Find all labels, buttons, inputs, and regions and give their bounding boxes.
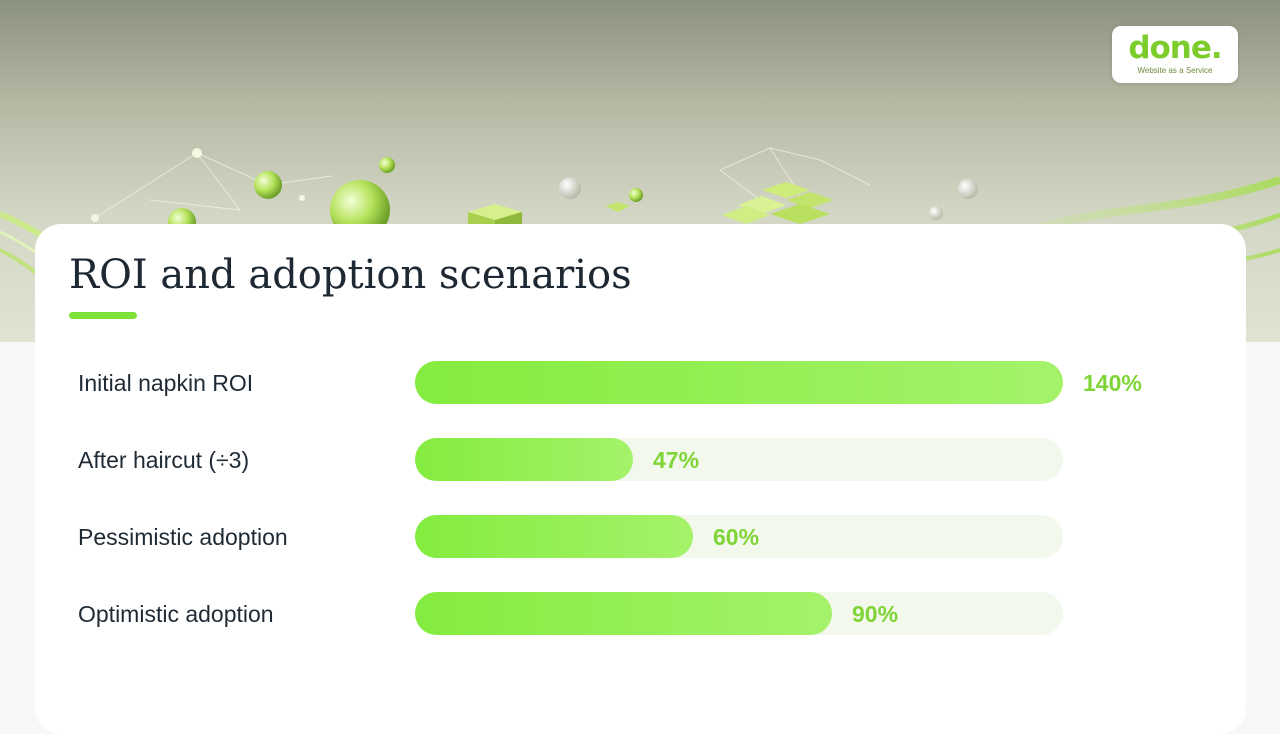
bar-track — [415, 438, 1063, 481]
bar — [415, 515, 693, 558]
bar-track — [415, 592, 1063, 635]
logo-tagline: Website as a Service — [1137, 66, 1213, 75]
brand-logo: done. Website as a Service — [1112, 26, 1238, 83]
cubes — [468, 182, 834, 230]
bar-value-label: 47% — [653, 446, 700, 473]
bar-value-label: 60% — [713, 523, 760, 550]
bar-label: Optimistic adoption — [78, 600, 274, 627]
bar-label: Initial napkin ROI — [78, 369, 254, 396]
bar — [415, 361, 1063, 404]
logo-wordmark: done. — [1128, 30, 1222, 66]
bar-label: After haircut (÷3) — [78, 446, 250, 473]
bar — [415, 592, 832, 635]
page-title: ROI and adoption scenarios — [69, 252, 632, 298]
bar-value-label: 90% — [852, 600, 899, 627]
content-card: ROI and adoption scenarios Initial napki… — [35, 224, 1246, 734]
bar-track — [415, 361, 1063, 404]
bar-track — [415, 515, 1063, 558]
bar — [415, 438, 633, 481]
bar-value-label: 140% — [1083, 369, 1142, 396]
title-underline — [69, 312, 137, 319]
bar-label: Pessimistic adoption — [78, 523, 288, 550]
